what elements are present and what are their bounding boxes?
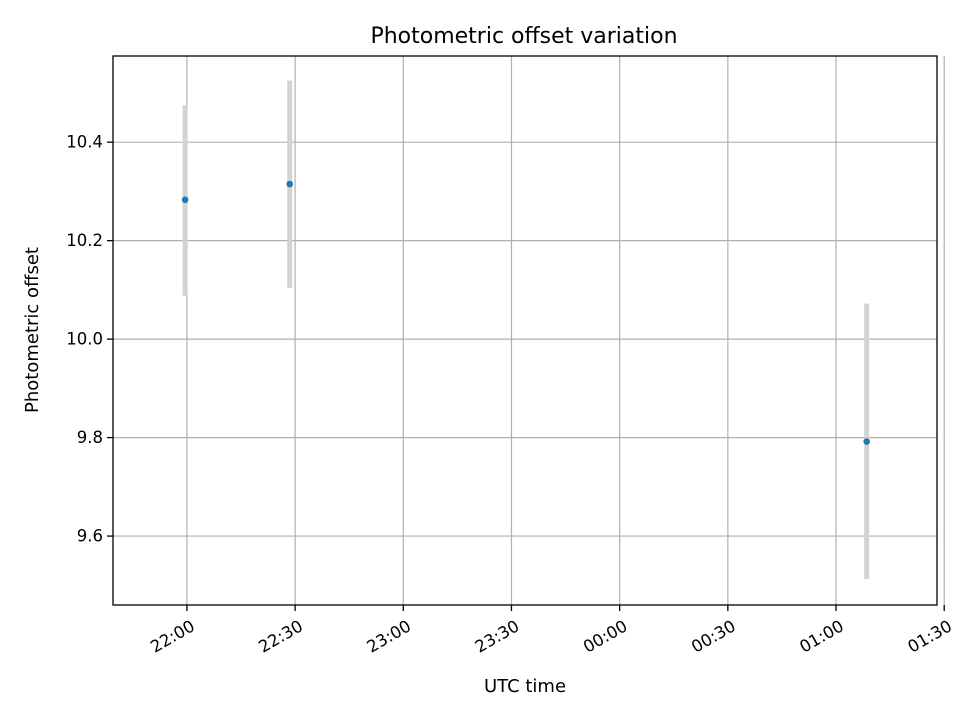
y-tick-label: 10.2 [66, 231, 103, 250]
y-tick-label: 9.6 [77, 527, 103, 546]
grid [113, 56, 945, 605]
y-tick-label: 9.8 [77, 428, 103, 447]
x-axis-ticks: 22:00 22:30 23:00 23:30 00:00 00:30 01:00 01:30… [147, 605, 956, 657]
y-tick-label: 10.0 [66, 330, 103, 349]
error-bars [182, 80, 870, 579]
x-tick-label: 01:00 [796, 616, 847, 656]
y-axis-label: Photometric offset [22, 247, 43, 413]
data-point [286, 180, 294, 188]
chart-title: Photometric offset variation [370, 24, 677, 49]
plot-frame [112, 55, 938, 606]
x-tick-label: 00:00 [580, 616, 631, 656]
x-tick-label: 22:30 [255, 616, 306, 656]
data-point [181, 196, 189, 204]
x-tick-label: 23:30 [472, 616, 523, 656]
x-axis-label: UTC time [484, 676, 566, 697]
data-points [181, 180, 870, 445]
data-point [863, 438, 870, 445]
x-tick-label: 22:00 [147, 616, 198, 656]
y-tick-label: 10.4 [66, 133, 103, 152]
x-tick-label: 23:00 [364, 616, 415, 656]
x-tick-label: 00:30 [688, 616, 739, 656]
y-axis-ticks: 9.6 9.8 10.0 10.2 10.4 [66, 133, 113, 546]
x-tick-label: 01:30 [905, 616, 956, 656]
